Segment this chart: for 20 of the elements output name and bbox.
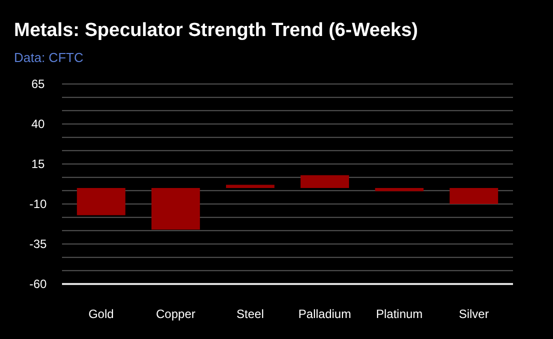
y-tick-label: 15 (31, 157, 45, 172)
y-tick-label: -35 (29, 237, 47, 252)
bar (450, 188, 498, 204)
x-tick-label: Gold (88, 307, 114, 321)
x-tick-label: Platinum (376, 307, 423, 321)
y-tick-label: -60 (29, 277, 47, 292)
x-tick-label: Steel (236, 307, 264, 321)
bar (300, 175, 349, 188)
chart-title: Metals: Speculator Strength Trend (6-Weeks) (14, 20, 418, 41)
x-tick-label: Palladium (298, 307, 352, 321)
x-tick-label: Silver (458, 307, 489, 321)
bar (76, 188, 126, 216)
text: Data: CFTC (14, 50, 84, 65)
bar (375, 188, 424, 192)
y-tick-label: 40 (31, 117, 45, 132)
y-tick-label: 65 (31, 77, 45, 92)
bar (226, 184, 274, 188)
bar (151, 188, 200, 230)
y-tick-label: -10 (29, 197, 47, 212)
x-tick-label: Copper (156, 307, 196, 321)
